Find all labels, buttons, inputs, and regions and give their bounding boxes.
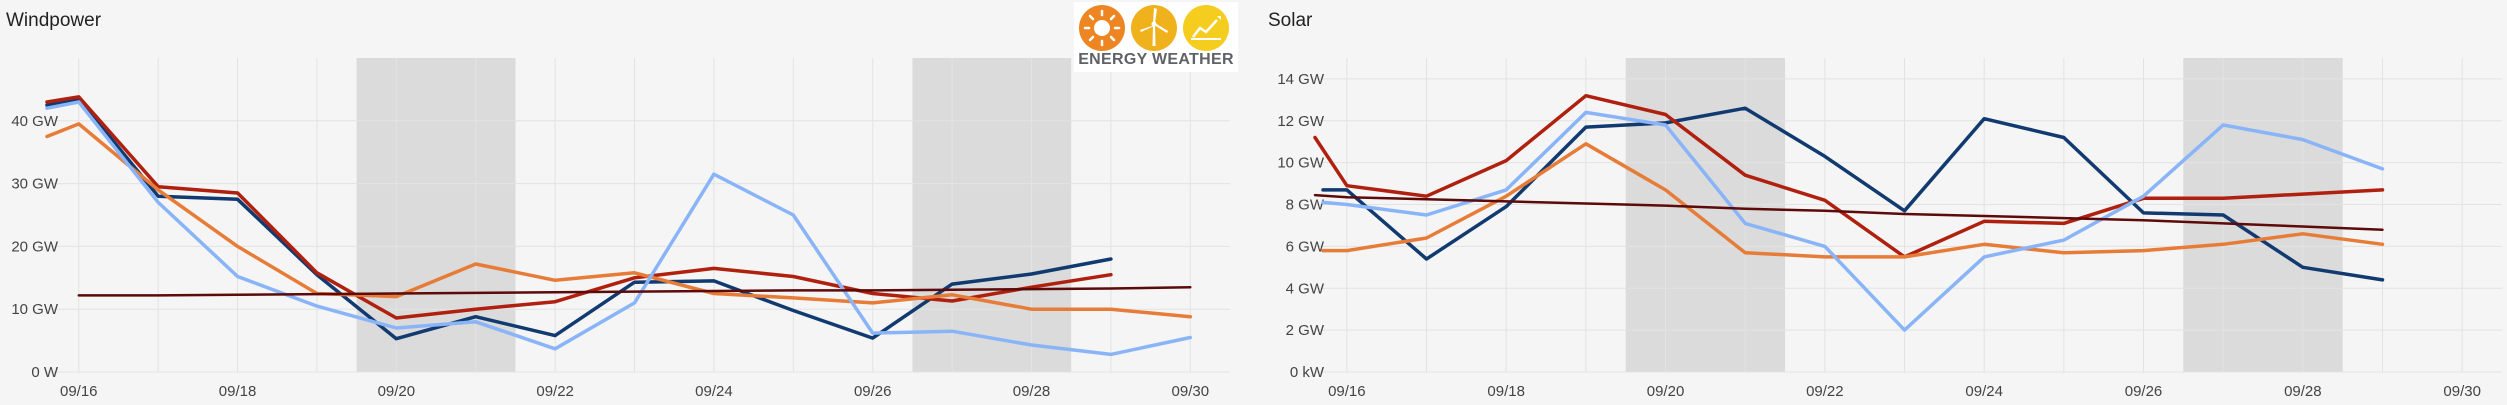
- series-line-lightblue: [1321, 110, 2385, 332]
- wind-turbine-icon: [1131, 5, 1177, 51]
- x-tick-label: 09/16: [1328, 383, 1366, 400]
- x-tick-label: 09/18: [219, 383, 257, 400]
- x-tick-label: 09/24: [1965, 383, 2003, 400]
- logo-icons: [1079, 5, 1229, 51]
- windpower-panel: Windpower 0 W 10 GW 20 GW 30 GW 40 GW 09/16 09…: [0, 0, 1240, 405]
- y-tick-label: 10 GW: [11, 301, 59, 318]
- y-tick-label: 4 GW: [1286, 280, 1325, 297]
- weekend-band-1: [912, 58, 1072, 372]
- sun-icon: [1079, 5, 1125, 51]
- solar-panel: Solar 0 kW 2 GW 4 GW 6 GW 8 GW 10 GW 12 GW 14 G…: [1262, 0, 2507, 405]
- x-tick-label: 09/22: [536, 383, 574, 400]
- x-tick-label: 09/22: [1806, 383, 1844, 400]
- series-line-navy: [1321, 106, 2385, 282]
- x-tick-label: 09/30: [1172, 383, 1210, 400]
- series-line-orange: [1321, 142, 2385, 259]
- y-tick-label: 0 kW: [1290, 364, 1325, 381]
- x-tick-label: 09/26: [854, 383, 892, 400]
- y-tick-label: 6 GW: [1286, 238, 1325, 255]
- series-line-darkred: [77, 285, 1192, 297]
- x-tick-label: 09/20: [1647, 383, 1685, 400]
- windpower-title: Windpower: [6, 10, 102, 31]
- y-tick-label: 12 GW: [1277, 113, 1325, 130]
- y-tick-label: 20 GW: [11, 238, 59, 255]
- x-tick-label: 09/18: [1487, 383, 1525, 400]
- y-tick-label: 40 GW: [11, 113, 59, 130]
- energy-weather-logo: ENERGY WEATHER: [1074, 2, 1238, 72]
- y-tick-label: 14 GW: [1277, 71, 1325, 88]
- x-tick-label: 09/28: [2284, 383, 2322, 400]
- series-line-darkred: [1313, 193, 2384, 231]
- x-tick-label: 09/30: [2443, 383, 2481, 400]
- solar-chart-icon: [1183, 5, 1229, 51]
- x-tick-label: 09/16: [60, 383, 98, 400]
- series-line-navy: [45, 97, 1113, 341]
- y-tick-label: 30 GW: [11, 176, 59, 193]
- x-tick-label: 09/28: [1013, 383, 1051, 400]
- y-tick-label: 2 GW: [1286, 322, 1325, 339]
- logo-text: ENERGY WEATHER: [1078, 51, 1234, 68]
- solar-chart: 0 kW 2 GW 4 GW 6 GW 8 GW 10 GW 12 GW 14 GW 09/16…: [1277, 58, 2502, 400]
- x-tick-label: 09/24: [695, 383, 733, 400]
- series-line-lightblue: [45, 100, 1193, 357]
- y-tick-label: 10 GW: [1277, 155, 1325, 172]
- x-tick-label: 09/26: [2125, 383, 2163, 400]
- x-tick-label: 09/20: [378, 383, 416, 400]
- solar-title: Solar: [1268, 10, 1313, 31]
- series-line-red: [1313, 93, 2385, 259]
- windpower-chart: 0 W 10 GW 20 GW 30 GW 40 GW 09/16 09/18 09/20 09…: [11, 58, 1230, 400]
- y-tick-label: 8 GW: [1286, 197, 1325, 214]
- weekend-band-0: [1625, 58, 1786, 372]
- y-tick-label: 0 W: [31, 364, 59, 381]
- series-line-orange: [45, 122, 1193, 319]
